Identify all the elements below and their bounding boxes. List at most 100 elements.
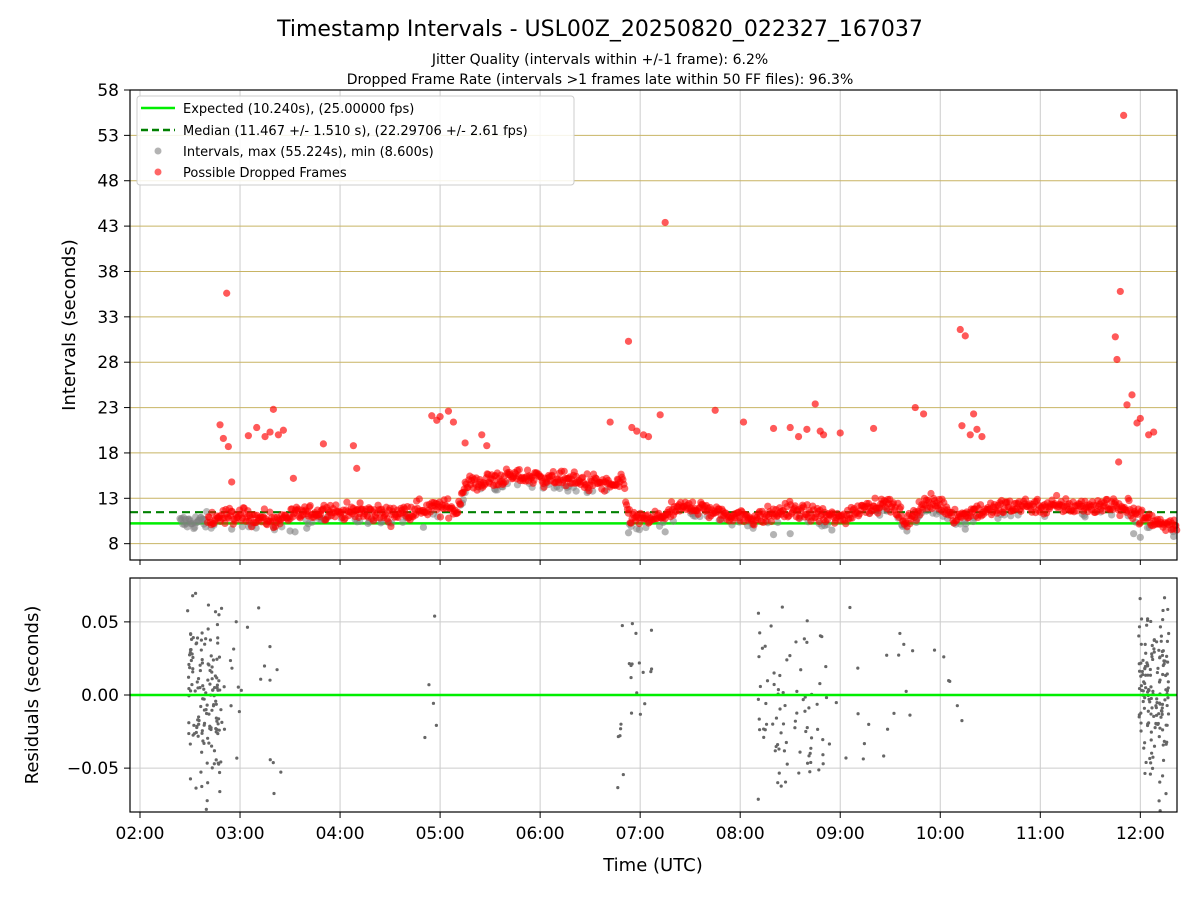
residual-point <box>187 731 191 736</box>
dropped-frame-point <box>764 502 772 510</box>
residual-point <box>817 768 821 772</box>
interval-point <box>635 526 644 534</box>
residual-point <box>188 666 192 670</box>
residual-point <box>1155 640 1159 644</box>
residual-point <box>209 654 213 658</box>
residual-point <box>821 762 825 766</box>
residual-point <box>196 718 200 722</box>
residual-point <box>1161 608 1165 613</box>
residual-point <box>271 760 275 765</box>
residuals-x-ticks: 02:00 03:00 04:00 05:00 06:00 07:00 08:00 09:00… <box>116 812 1165 844</box>
residual-point <box>1146 709 1150 713</box>
residual-point <box>1150 766 1155 770</box>
residual-point <box>1166 607 1170 612</box>
legend-intervals-swatch <box>154 147 162 155</box>
dropped-frame-point <box>1033 495 1041 503</box>
residual-point <box>1160 649 1164 654</box>
residual-point <box>1137 669 1142 673</box>
residual-point <box>205 799 209 803</box>
residual-point <box>187 721 191 725</box>
residual-point <box>204 807 208 811</box>
residual-point <box>1157 680 1162 684</box>
residual-point <box>1146 722 1150 726</box>
residual-point <box>772 682 776 687</box>
dropped-frame-outlier <box>449 418 458 426</box>
residual-point <box>885 653 889 657</box>
residual-point <box>204 691 208 695</box>
residual-point <box>1146 673 1150 677</box>
residual-point <box>1145 663 1150 667</box>
residual-point <box>1143 741 1147 745</box>
residual-point <box>808 751 812 755</box>
residual-point <box>807 706 811 710</box>
residual-point <box>782 749 787 753</box>
residual-point <box>209 744 214 748</box>
dropped-frame-points <box>203 111 1181 535</box>
interval-point <box>572 487 580 495</box>
residual-point <box>856 712 860 716</box>
chart-title: Timestamp Intervals - USL00Z_20250820_02… <box>276 17 923 42</box>
interval-point <box>238 523 246 531</box>
dropped-frame-point <box>454 508 462 517</box>
dropped-frame-outlier <box>1115 458 1123 466</box>
residual-point <box>649 670 653 674</box>
residual-point <box>756 697 760 701</box>
residual-point <box>232 647 236 651</box>
residual-point <box>1144 760 1148 765</box>
residual-point <box>1160 728 1165 732</box>
residual-point <box>809 736 814 740</box>
residual-point <box>1163 698 1167 702</box>
dropped-frame-outlier <box>606 418 614 426</box>
residual-point <box>827 742 832 746</box>
dropped-frame-outlier <box>958 422 966 430</box>
res-y-tick-label-2: 0.05 <box>81 613 119 633</box>
dropped-frame-outlier <box>274 431 282 439</box>
residual-point <box>207 712 211 716</box>
dropped-frame-outlier <box>919 410 928 418</box>
residual-point <box>195 680 199 684</box>
x-tick-label-2: 04:00 <box>316 824 365 844</box>
dropped-frame-point <box>332 501 340 509</box>
residual-point <box>198 668 202 673</box>
residual-point <box>797 771 801 775</box>
interval-point-low <box>1170 532 1178 541</box>
residual-point <box>216 731 220 736</box>
dropped-frame-point <box>871 494 879 502</box>
dropped-frame-outlier <box>269 405 277 413</box>
intervals-y-axis-label: Intervals (seconds) <box>59 239 80 411</box>
residual-point <box>1154 706 1158 710</box>
residual-point <box>229 704 233 708</box>
residual-point <box>1166 696 1170 700</box>
dropped-frame-point <box>585 487 593 495</box>
dropped-frame-point <box>523 466 532 474</box>
residual-point <box>434 723 438 728</box>
residual-point <box>199 638 204 642</box>
residual-point <box>778 673 782 678</box>
residual-point <box>960 719 964 723</box>
residual-point <box>785 658 789 662</box>
dropped-frame-outlier <box>911 403 919 412</box>
dropped-frame-point <box>1162 526 1170 535</box>
residual-point <box>1159 639 1163 643</box>
residual-point <box>777 747 781 751</box>
dropped-frame-point <box>912 516 920 525</box>
residual-point <box>1153 726 1157 730</box>
residual-point <box>193 591 198 595</box>
residual-point <box>200 661 205 665</box>
residual-point <box>1144 686 1148 690</box>
residual-point <box>245 625 250 629</box>
residual-point <box>804 729 808 734</box>
residual-point <box>1155 697 1159 701</box>
residual-point <box>1156 722 1160 726</box>
y-tick-label-0: 8 <box>108 535 119 555</box>
residual-point <box>764 701 768 706</box>
residual-point <box>1143 642 1147 647</box>
residual-point <box>1145 623 1149 627</box>
residual-point <box>205 761 209 765</box>
residual-point <box>848 605 852 610</box>
dropped-frame-outlier <box>478 431 486 439</box>
residual-point <box>210 665 214 669</box>
residual-point <box>216 636 220 640</box>
residual-point <box>216 641 220 645</box>
x-tick-label-5: 07:00 <box>616 824 665 844</box>
